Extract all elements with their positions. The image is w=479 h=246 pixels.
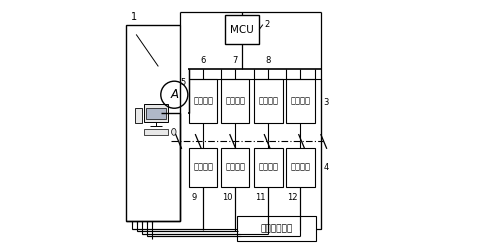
Text: 8: 8	[266, 56, 271, 65]
Ellipse shape	[171, 128, 176, 135]
Bar	[286, 148, 315, 187]
Text: 2: 2	[264, 20, 269, 29]
Text: 测试工装: 测试工装	[193, 163, 213, 172]
Text: 6: 6	[201, 56, 206, 65]
Bar	[146, 108, 166, 119]
Bar	[254, 148, 283, 187]
Text: 11: 11	[255, 193, 266, 202]
Bar	[237, 216, 316, 241]
Text: 继电器板: 继电器板	[225, 96, 245, 105]
Text: 继电器板: 继电器板	[290, 96, 310, 105]
Text: 报废吹干装置: 报废吹干装置	[260, 224, 293, 233]
Text: 5: 5	[181, 78, 186, 87]
Text: A: A	[171, 88, 178, 101]
Text: 7: 7	[233, 56, 238, 65]
Text: 测试工装: 测试工装	[225, 163, 245, 172]
Bar	[254, 79, 283, 123]
Text: 12: 12	[287, 193, 297, 202]
Bar	[144, 129, 169, 135]
Bar	[144, 104, 169, 122]
Bar	[221, 79, 250, 123]
Text: 测试工装: 测试工装	[290, 163, 310, 172]
Text: 继电器板: 继电器板	[193, 96, 213, 105]
Text: 9: 9	[192, 193, 197, 202]
Bar	[221, 148, 250, 187]
Bar	[286, 79, 315, 123]
Text: 继电器板: 继电器板	[258, 96, 278, 105]
Text: 1: 1	[131, 12, 137, 22]
Text: MCU: MCU	[230, 25, 254, 34]
Text: 4: 4	[323, 163, 329, 172]
Text: 10: 10	[222, 193, 233, 202]
Bar	[135, 108, 142, 123]
Bar	[189, 148, 217, 187]
Text: 3: 3	[323, 98, 329, 107]
Bar	[189, 79, 217, 123]
Bar	[225, 15, 259, 44]
Text: 测试工装: 测试工装	[258, 163, 278, 172]
Bar	[126, 25, 181, 221]
